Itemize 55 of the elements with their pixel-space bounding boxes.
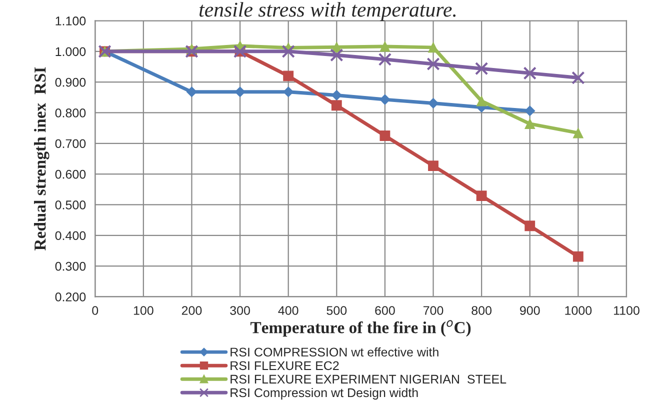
point: [572, 251, 584, 262]
x-tick-label: 800: [472, 306, 492, 315]
y-tick-label: 0.500: [55, 200, 86, 210]
x-tick-label: 400: [278, 306, 298, 315]
y-tick-label: 0.300: [55, 262, 86, 271]
point: [283, 70, 294, 82]
point: [330, 48, 344, 62]
point: [234, 86, 246, 98]
point: [524, 220, 536, 232]
point: [378, 52, 392, 66]
x-tick-label: 700: [423, 306, 444, 315]
legend-label: RSI COMPRESSION wt effective with: [230, 347, 438, 357]
point: [572, 128, 584, 138]
point: [428, 42, 438, 53]
point: [524, 118, 536, 129]
point: [476, 190, 487, 202]
point: [283, 86, 294, 98]
legend-label: RSI FLEXURE EXPERIMENT NIGERIAN STEEL: [230, 374, 506, 384]
y-tick-label: 0.700: [55, 139, 86, 148]
x-tick-label: 1000: [565, 306, 592, 315]
x-tick-label: 0: [92, 306, 98, 315]
point: [331, 100, 342, 111]
x-tick-label: 300: [230, 306, 250, 315]
y-tick-label: 0.200: [55, 292, 86, 302]
x-tick-label: 200: [182, 306, 202, 315]
point: [428, 160, 438, 171]
y-tick-label: 1.000: [56, 47, 86, 56]
chart-title: tensile stress with temperature.: [199, 2, 456, 21]
point: [380, 130, 390, 141]
point: [476, 96, 487, 106]
x-tick-label: 500: [326, 306, 347, 315]
x-tick-label: 600: [375, 306, 395, 315]
y-axis-title: Redual strength inex RSI: [34, 67, 50, 250]
point: [428, 98, 439, 108]
legend-label: RSI Compression wt Design width: [230, 388, 418, 400]
point: [474, 62, 488, 76]
point: [331, 90, 342, 101]
legend-label: RSI FLEXURE EC2: [230, 361, 339, 370]
point: [282, 44, 295, 58]
point: [572, 71, 585, 84]
point: [524, 106, 536, 116]
y-tick-label: 0.600: [55, 170, 86, 179]
y-tick-label: 0.800: [55, 108, 86, 118]
point: [426, 57, 440, 71]
x-axis-title: Temperature of the fire in ($^{o}$C): [250, 320, 471, 337]
point: [380, 41, 390, 52]
y-tick-label: 1.100: [56, 16, 86, 26]
x-tick-label: 1100: [614, 306, 640, 315]
point: [186, 86, 197, 98]
x-tick-label: 100: [134, 306, 154, 315]
x-tick-label: 900: [520, 306, 540, 315]
y-tick-label: 0.400: [55, 231, 86, 240]
point: [380, 94, 390, 105]
y-tick-label: 0.900: [55, 78, 86, 87]
point: [523, 66, 536, 80]
